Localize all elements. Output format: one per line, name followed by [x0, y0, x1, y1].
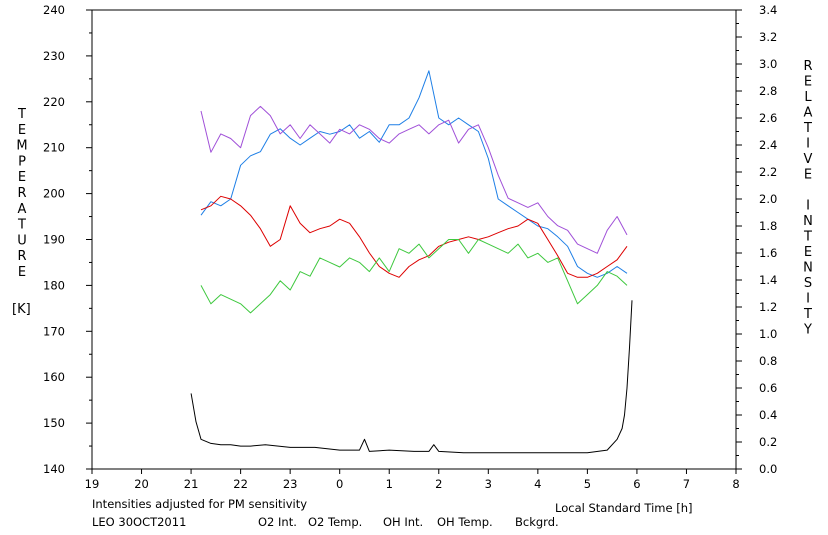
- y-right-title-letter: T: [803, 307, 812, 322]
- series-o2-int-line: [200, 70, 628, 278]
- ticks-layer: 19 20 21 22 23 0 1 2 3 4 5 6 7 8140150160170180190200…: [43, 3, 777, 491]
- y-left-tick-label: 140: [43, 462, 65, 476]
- y-right-title-letter: E: [804, 75, 812, 90]
- series-layer: [190, 70, 633, 454]
- y-right-title-letter: V: [804, 152, 813, 167]
- y-right-tick-label: 0.6: [759, 381, 777, 395]
- x-tick-label: 1: [386, 477, 393, 491]
- x-tick-label: 4: [534, 477, 541, 491]
- y-right-title-letter: E: [804, 168, 812, 183]
- y-right-title-letter: E: [804, 245, 812, 260]
- series-oh-temp-line: [200, 239, 628, 314]
- y-right-title-letter: N: [803, 261, 813, 276]
- x-tick-label: 21: [184, 477, 199, 491]
- y-left-tick-label: 210: [43, 141, 65, 155]
- x-tick-label: 0: [336, 477, 343, 491]
- y-right-title-letter: I: [806, 292, 810, 307]
- y-right-title-letter: Y: [803, 323, 812, 338]
- y-right-tick-label: 1.2: [759, 300, 777, 314]
- plot-frame: [91, 9, 737, 470]
- x-tick-label: 2: [435, 477, 442, 491]
- note-text: Intensities adjusted for PM sensitivity: [92, 497, 307, 511]
- x-axis-title: Local Standard Time [h]: [555, 501, 693, 515]
- y-left-title-letter: T: [17, 218, 26, 233]
- y-right-title-letter: A: [804, 106, 813, 121]
- y-right-title-letter: I: [806, 199, 810, 214]
- series-oh-int-line: [200, 195, 628, 278]
- y-left-tick-label: 160: [43, 370, 65, 384]
- y-left-title-letter: P: [18, 154, 26, 169]
- y-left-tick-label: 180: [43, 278, 65, 292]
- y-left-tick-label: 240: [43, 3, 65, 17]
- legend-bckgrd: Bckgrd.: [515, 515, 559, 529]
- y-left-tick-label: 150: [43, 416, 65, 430]
- y-right-tick-label: 1.0: [759, 327, 777, 341]
- legend-o2-temp: O2 Temp.: [308, 515, 362, 529]
- legend-oh-temp: OH Temp.: [437, 515, 493, 529]
- y-left-title-letter: E: [18, 170, 26, 185]
- y-right-tick-label: 0.2: [759, 435, 777, 449]
- legend-o2-int: O2 Int.: [258, 515, 297, 529]
- station-label: LEO 30OCT2011: [92, 515, 186, 529]
- x-tick-label: 22: [233, 477, 248, 491]
- y-right-tick-label: 1.4: [759, 273, 777, 287]
- series-bckgrd-line: [190, 300, 633, 454]
- y-right-tick-label: 0.4: [759, 408, 777, 422]
- x-tick-label: 8: [732, 477, 739, 491]
- series-o2-temp-line: [200, 105, 628, 254]
- x-tick-label: 3: [485, 477, 492, 491]
- y-right-tick-label: 2.2: [759, 165, 777, 179]
- y-left-title-letter: M: [16, 139, 27, 154]
- y-right-title-letter: T: [803, 121, 812, 136]
- x-tick-label: 20: [134, 477, 149, 491]
- x-tick-label: 6: [633, 477, 640, 491]
- y-left-tick-label: 190: [43, 233, 65, 247]
- y-right-tick-label: 3.0: [759, 57, 777, 71]
- y-right-title-letter: L: [804, 90, 812, 105]
- y-left-tick-label: 200: [43, 187, 65, 201]
- y-axis-left-unit: [K]: [12, 302, 31, 317]
- y-right-title-letter: R: [803, 59, 812, 74]
- x-tick-label: 23: [283, 477, 298, 491]
- y-right-title-letter: N: [803, 214, 813, 229]
- y-left-tick-label: 220: [43, 95, 65, 109]
- y-left-title-letter: T: [17, 107, 26, 122]
- y-right-tick-label: 2.0: [759, 192, 777, 206]
- y-right-tick-label: 2.8: [759, 84, 777, 98]
- y-right-tick-label: 0.8: [759, 354, 777, 368]
- y-right-tick-label: 2.6: [759, 111, 777, 125]
- y-right-tick-label: 3.4: [759, 3, 777, 17]
- y-left-title-letter: E: [18, 123, 26, 138]
- y-right-tick-label: 1.6: [759, 246, 777, 260]
- y-right-title-letter: S: [804, 276, 812, 291]
- y-right-tick-label: 2.4: [759, 138, 777, 152]
- y-right-tick-label: 0.0: [759, 462, 777, 476]
- y-left-title-letter: R: [17, 186, 26, 201]
- y-left-title-letter: A: [18, 202, 27, 217]
- x-tick-label: 5: [584, 477, 591, 491]
- y-left-tick-label: 170: [43, 324, 65, 338]
- y-right-tick-label: 3.2: [759, 30, 777, 44]
- y-right-tick-label: 1.8: [759, 219, 777, 233]
- y-left-title-letter: R: [17, 249, 26, 264]
- y-right-title-letter: I: [806, 137, 810, 152]
- x-tick-label: 7: [683, 477, 690, 491]
- legend-oh-int: OH Int.: [383, 515, 423, 529]
- x-tick-label: 19: [85, 477, 100, 491]
- y-right-title-letter: T: [803, 230, 812, 245]
- y-left-title-letter: U: [17, 233, 27, 248]
- y-left-title-letter: E: [18, 265, 26, 280]
- y-left-tick-label: 230: [43, 49, 65, 63]
